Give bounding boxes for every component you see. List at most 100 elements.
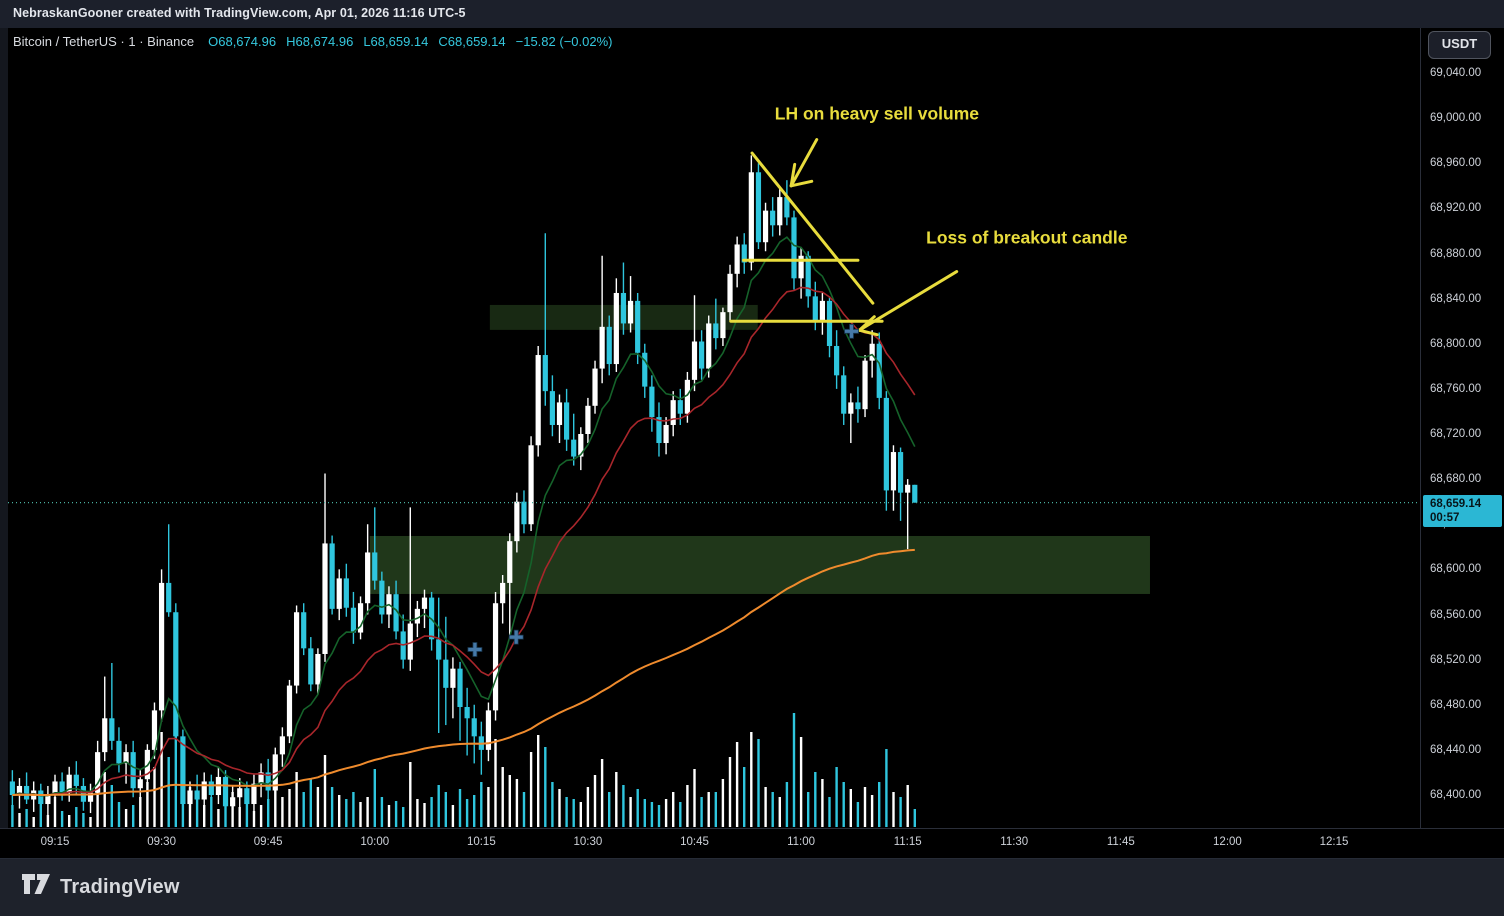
volume-bar [487,787,490,827]
volume-bar [437,785,440,827]
candle-up [578,434,584,457]
candle-down [173,612,179,737]
volume-bar [82,813,85,827]
candle-up [45,795,51,805]
volume-bar [174,712,177,827]
volume-bar [572,799,575,827]
candle-down [876,343,882,398]
volume-bar [906,785,909,827]
time-axis[interactable]: 09:15 09:30 09:45 10:00 10:15 10:30 10:45 11:00… [0,828,1504,859]
tradingview-logo[interactable]: TradingView [22,874,180,900]
candle-up [627,300,634,324]
volume-bar [672,792,675,827]
volume-bar [849,789,852,827]
candle-up [819,300,826,322]
candle-up [187,790,193,805]
volume-bar [537,735,540,827]
currency-toggle-button[interactable]: USDT [1428,31,1491,59]
volume-bar [238,807,241,827]
candle-up [365,552,371,604]
candle-down [549,391,555,425]
volume-bar [267,799,270,827]
candle-up [691,341,698,380]
volume-bar [501,767,504,827]
trade-marker[interactable] [467,642,483,657]
volume-bar [473,795,476,827]
volume-bar [394,801,398,827]
candle-down [265,772,271,791]
volume-bar [146,782,149,827]
volume-bar [707,792,710,827]
volume-bar [757,739,760,827]
candle-up [87,792,94,802]
watermark-text: NebraskanGooner created with TradingView… [13,6,466,20]
candle-down [130,752,136,789]
volume-bar [444,792,447,827]
candle-up [734,244,740,274]
breakout-loss-arrow-shaft [857,270,959,332]
candle-up [592,368,598,406]
ma-fast-line [12,236,916,797]
volume-bar [636,789,639,827]
plot-area: LH on heavy sell volume Loss of breakout … [8,104,1420,827]
price-axis[interactable]: 69,040.00 69,000.00 68,960.00 68,920.00 68,8… [1420,28,1504,828]
volume-bar [274,782,277,827]
candle-down [713,323,719,339]
trade-marker[interactable] [508,629,524,645]
candle-up [293,612,300,686]
trade-marker[interactable] [844,323,859,339]
candle-up [727,273,733,313]
volume-bar [217,809,220,827]
candle-up [556,402,563,425]
volume-bar [11,805,14,827]
volume-bar [252,811,256,827]
candle-down [897,452,904,493]
footer-bar: TradingView [0,858,1504,916]
candle-down [464,707,470,719]
time-axis-label: 11:45 [1106,836,1135,848]
volume-bar [878,782,881,827]
volume-bar [366,797,369,827]
candle-up [237,788,243,798]
volume-bar [380,797,384,827]
demand-zone [369,535,1150,594]
volume-bar [842,782,845,827]
candle-down [805,255,811,297]
volume-bar [387,805,391,827]
volume-bar [203,805,206,827]
volume-bar [465,799,469,827]
candles-layer [9,155,918,818]
candle-up [720,312,726,339]
candle-up [748,172,754,263]
candle-down [642,352,648,387]
candle-down [571,439,577,457]
volume-bar [586,787,590,827]
time-axis-label: 09:45 [253,836,283,848]
candle-up [407,623,413,660]
candle-down [457,668,463,708]
volume-bar [686,785,689,827]
candle-up [279,736,285,755]
candle-up [862,360,868,410]
candle-up [492,603,499,711]
volume-bar [529,752,533,827]
time-axis-label: 11:15 [893,836,922,848]
volume-bar [885,749,888,827]
volume-bar [32,817,35,827]
candle-up [613,292,619,365]
volume-bar [39,802,42,827]
candle-up [507,541,513,583]
candle-up [485,710,492,750]
candle-down [834,346,840,376]
candle-down [443,659,449,688]
time-axis-label: 11:00 [787,836,816,848]
candle-up [258,772,264,784]
candle-down [329,543,335,609]
volume-bar [132,805,135,827]
candle-up [414,608,420,624]
volume-bar [25,809,28,827]
volume-bar [124,809,128,827]
symbol-title[interactable]: Bitcoin / TetherUS · 1 · Binance [13,34,195,49]
